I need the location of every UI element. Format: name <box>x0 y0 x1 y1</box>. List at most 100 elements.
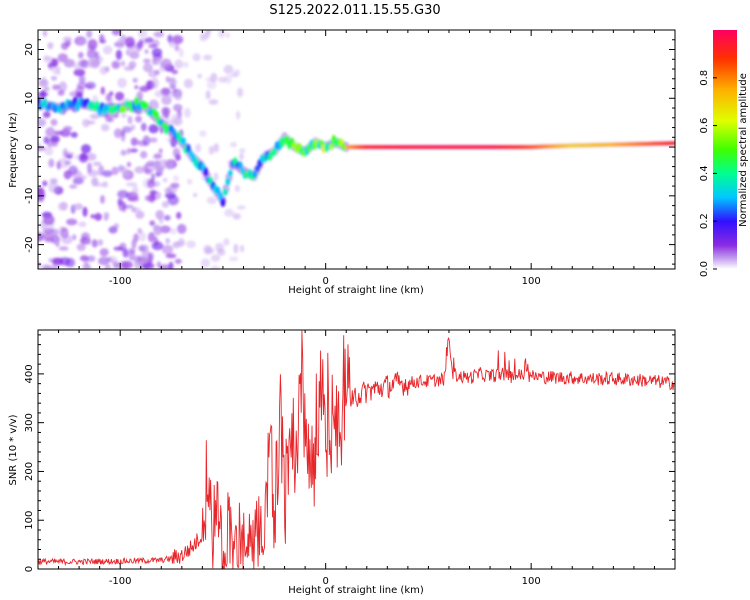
heatmap-noise-blob <box>236 205 246 210</box>
heatmap-noise-blob <box>48 181 59 193</box>
heatmap-x-tick-label: 100 <box>522 276 541 287</box>
heatmap-ridge-mark <box>341 143 347 151</box>
heatmap-noise-blob <box>159 264 171 269</box>
heatmap-noise-blob <box>38 142 42 147</box>
heatmap-noise-blob <box>176 223 187 234</box>
heatmap-noise-blob <box>186 178 193 185</box>
heatmap-noise-blob <box>164 187 173 194</box>
heatmap-noise-blob <box>225 32 230 39</box>
heatmap-ridge-mark <box>171 128 177 136</box>
heatmap-noise-blob <box>151 48 163 57</box>
heatmap-y-tick-label: 0 <box>24 144 35 150</box>
heatmap-noise-blob <box>143 58 151 64</box>
heatmap-noise-blob <box>130 148 138 153</box>
heatmap-noise-blob <box>100 123 110 132</box>
snr-y-axis-label: SNR (10 * v/v) <box>8 414 19 485</box>
heatmap-ridge-mark <box>203 167 209 177</box>
heatmap-noise-blob <box>153 225 162 236</box>
heatmap-noise-blob <box>160 58 172 69</box>
heatmap-y-axis-label: Frequency (Hz) <box>8 112 19 188</box>
heatmap-noise-blob <box>144 49 149 54</box>
heatmap-noise-blob <box>72 234 77 241</box>
heatmap-noise-blob <box>128 61 137 69</box>
heatmap-noise-blob <box>81 144 91 154</box>
heatmap-noise-blob <box>147 253 153 265</box>
heatmap-noise-blob <box>195 143 202 153</box>
heatmap-noise-blob <box>169 228 177 235</box>
heatmap-noise-blob <box>102 170 113 178</box>
heatmap-noise-blob <box>165 253 177 259</box>
colorbar-tick-label: 0.8 <box>699 70 710 86</box>
heatmap-noise-blob <box>210 265 220 269</box>
heatmap-noise-blob <box>112 261 120 269</box>
heatmap-noise-blob <box>82 118 90 128</box>
heatmap-noise-blob <box>138 244 150 252</box>
colorbar-tick-label: 0.4 <box>699 165 710 181</box>
heatmap-noise-blob <box>146 179 156 189</box>
heatmap-noise-blob <box>165 76 171 83</box>
heatmap-noise-blob <box>132 77 138 83</box>
heatmap-noise-blob <box>215 242 224 252</box>
heatmap-noise-blob <box>103 212 110 219</box>
heatmap-noise-blob <box>75 91 83 100</box>
heatmap-y-tick-label: 20 <box>24 43 35 56</box>
heatmap-noise-blob <box>163 215 171 221</box>
heatmap-noise-blob <box>129 50 140 60</box>
heatmap-noise-blob <box>98 239 103 246</box>
heatmap-noise-blob <box>92 161 102 166</box>
heatmap-noise-blob <box>84 256 89 267</box>
heatmap-ridge-mark <box>215 186 221 195</box>
heatmap-noise-blob <box>145 80 156 90</box>
heatmap-noise-blob <box>174 91 183 101</box>
heatmap-noise-blob <box>78 51 84 59</box>
snr-background <box>38 330 675 569</box>
heatmap-noise-blob <box>148 124 159 134</box>
heatmap-noise-blob <box>86 30 93 38</box>
colorbar-tick-label: 0.0 <box>699 261 710 277</box>
heatmap-ridge-mark <box>154 110 159 120</box>
heatmap-noise-blob <box>141 38 149 45</box>
heatmap-ridge-mark <box>121 106 127 113</box>
heatmap-ridge-mark <box>671 141 675 145</box>
heatmap-noise-blob <box>161 201 169 208</box>
heatmap-noise-blob <box>173 105 183 111</box>
heatmap-noise-blob <box>38 118 47 127</box>
heatmap-noise-blob <box>218 30 226 38</box>
heatmap-noise-blob <box>174 258 182 264</box>
heatmap-noise-blob <box>223 64 234 74</box>
heatmap-noise-blob <box>113 246 124 251</box>
heatmap-noise-blob <box>232 213 241 220</box>
heatmap-noise-blob <box>42 180 48 187</box>
heatmap-noise-blob <box>206 80 217 90</box>
heatmap-ridge-mark <box>329 143 334 150</box>
heatmap-noise-blob <box>42 30 48 37</box>
heatmap-noise-blob <box>203 54 213 61</box>
heatmap-noise-blob <box>89 113 100 120</box>
snr-y-tick-label: 400 <box>24 364 35 383</box>
heatmap-noise-blob <box>121 126 133 133</box>
heatmap-noise-blob <box>140 150 148 159</box>
heatmap-noise-blob <box>210 72 218 83</box>
heatmap-noise-blob <box>200 258 211 268</box>
heatmap-noise-blob <box>135 210 145 219</box>
heatmap-ridge-mark <box>255 165 260 172</box>
heatmap-noise-blob <box>111 30 122 36</box>
heatmap-noise-blob <box>134 166 146 174</box>
heatmap-noise-blob <box>121 260 133 269</box>
heatmap-noise-blob <box>124 36 135 48</box>
heatmap-noise-blob <box>153 153 163 159</box>
heatmap-noise-blob <box>127 196 140 202</box>
heatmap-noise-blob <box>161 244 174 255</box>
heatmap-noise-blob <box>237 87 244 98</box>
heatmap-noise-blob <box>45 127 56 137</box>
heatmap-noise-blob <box>48 158 55 168</box>
heatmap-noise-blob <box>149 220 156 226</box>
heatmap-noise-blob <box>155 172 161 177</box>
heatmap-noise-blob <box>60 231 66 238</box>
heatmap-noise-blob <box>105 93 111 102</box>
heatmap-noise-blob <box>140 257 150 264</box>
heatmap-noise-blob <box>173 175 180 182</box>
heatmap-noise-blob <box>66 218 78 226</box>
